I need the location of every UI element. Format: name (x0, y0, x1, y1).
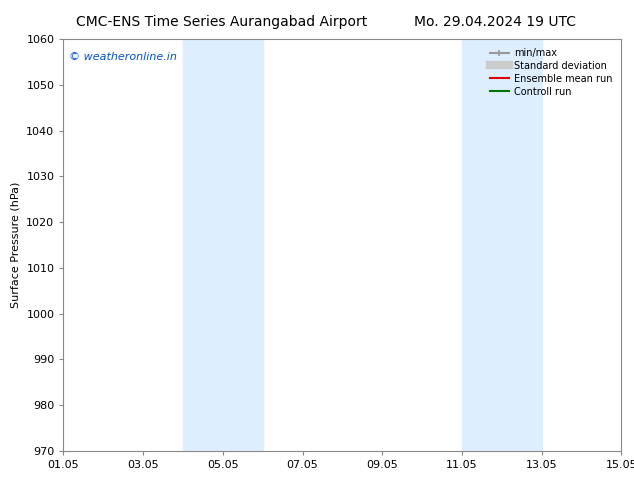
Bar (223, 39, 262, 451)
Legend: min/max, Standard deviation, Ensemble mean run, Controll run: min/max, Standard deviation, Ensemble me… (486, 44, 616, 100)
Text: CMC-ENS Time Series Aurangabad Airport: CMC-ENS Time Series Aurangabad Airport (76, 15, 368, 29)
Bar (183, 39, 223, 451)
Y-axis label: Surface Pressure (hPa): Surface Pressure (hPa) (11, 182, 21, 308)
Bar (462, 39, 501, 451)
Bar (501, 39, 541, 451)
Text: © weatheronline.in: © weatheronline.in (69, 51, 177, 62)
Text: Mo. 29.04.2024 19 UTC: Mo. 29.04.2024 19 UTC (413, 15, 576, 29)
